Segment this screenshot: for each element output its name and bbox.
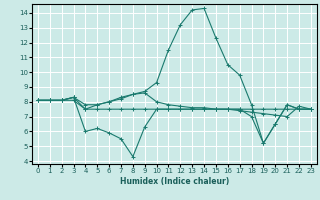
- X-axis label: Humidex (Indice chaleur): Humidex (Indice chaleur): [120, 177, 229, 186]
